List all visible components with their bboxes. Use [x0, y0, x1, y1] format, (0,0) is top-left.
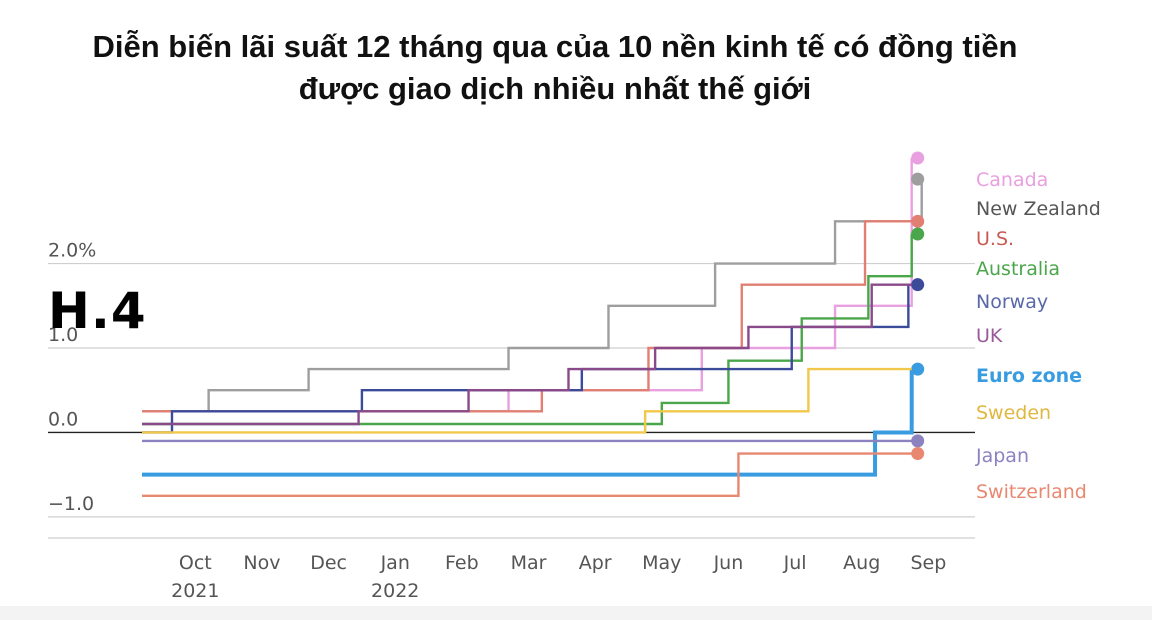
x-tick-label: Nov	[243, 552, 280, 574]
series-line-u-s-	[142, 220, 912, 413]
bottom-strip	[0, 606, 1152, 620]
legend-label-sweden: Sweden	[976, 402, 1051, 424]
series-end-dot-euro-zone	[911, 362, 925, 376]
y-tick-label: 2.0%	[48, 240, 96, 262]
legend-label-australia: Australia	[976, 258, 1060, 280]
legend-label-switzerland: Switzerland	[976, 481, 1087, 503]
series-line-sweden	[142, 367, 912, 434]
x-tick-sublabel: 2022	[371, 580, 419, 602]
legend-label-japan: Japan	[975, 445, 1029, 467]
x-tick-label: Feb	[445, 552, 479, 574]
series-line-uk	[142, 283, 912, 426]
series-end-dot-japan	[911, 434, 925, 448]
x-tick-label: Aug	[843, 552, 880, 574]
y-tick-label: −1.0	[48, 493, 94, 515]
x-tick-sublabel: 2021	[171, 580, 219, 602]
x-tick-label: Jun	[713, 552, 744, 574]
series-end-dot-switzerland	[911, 447, 925, 461]
y-tick-label: 0.0	[48, 408, 78, 430]
series-line-euro-zone	[142, 369, 914, 477]
x-tick-label: Jan	[380, 552, 410, 574]
x-tick-label: Mar	[511, 552, 547, 574]
series-end-dot-norway	[911, 278, 925, 292]
series-end-dot-u-s-	[911, 214, 925, 228]
x-tick-label: Apr	[579, 552, 612, 574]
chart-title-line-2: được giao dịch nhiều nhất thế giới	[298, 71, 812, 106]
series-line-new-zealand	[142, 177, 923, 413]
legend-label-new-zealand: New Zealand	[976, 198, 1101, 220]
x-tick-label: Dec	[310, 552, 347, 574]
x-tick-label: Oct	[179, 552, 212, 574]
x-tick-label: Jul	[783, 552, 807, 574]
series-end-dot-canada	[911, 151, 925, 165]
series-end-dot-australia	[911, 227, 925, 241]
legend-label-norway: Norway	[976, 291, 1048, 313]
figure-badge: H.4	[48, 282, 147, 340]
legend-label-uk: UK	[976, 325, 1003, 347]
series-line-norway	[142, 283, 912, 434]
x-tick-label: May	[642, 552, 681, 574]
chart-title: Diễn biến lãi suất 12 tháng qua của 10 n…	[0, 26, 1110, 110]
legend-label-euro-zone: Euro zone	[976, 365, 1082, 387]
legend-label-u-s-: U.S.	[976, 228, 1014, 250]
legend-label-canada: Canada	[976, 169, 1048, 191]
series-end-dot-new-zealand	[911, 172, 925, 186]
y-tick-label: 1.0	[48, 324, 78, 346]
x-tick-label: Sep	[910, 552, 946, 574]
series-line-switzerland	[142, 452, 912, 497]
chart-title-line-1: Diễn biến lãi suất 12 tháng qua của 10 n…	[92, 29, 1018, 64]
series-line-australia	[142, 234, 913, 426]
